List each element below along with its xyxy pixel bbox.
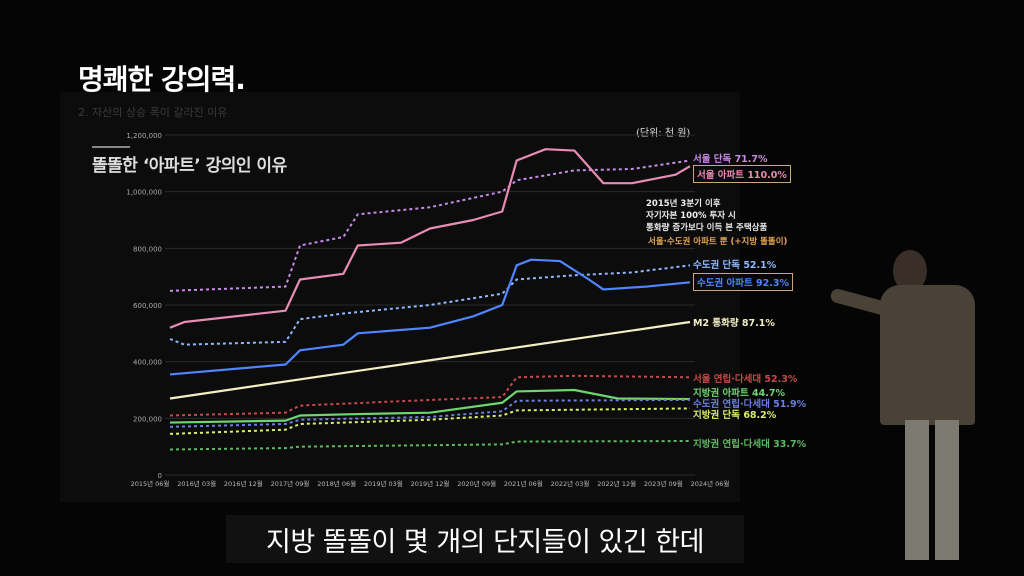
series-line — [169, 398, 691, 428]
x-tick-label: 2020년 09월 — [457, 479, 496, 488]
series-label: 지방권 아파트 44.7% — [693, 388, 786, 399]
section-title: 2. 자산의 상승 폭이 갈라진 이유 — [78, 106, 228, 119]
annotation-note: 서울·수도권 아파트 뿐 (+지방 똘똘이) — [648, 237, 788, 247]
series-label: 지방권 단독 68.2% — [693, 410, 777, 421]
y-tick-label: 600,000 — [133, 302, 162, 310]
unit-label: (단위: 천 원) — [636, 128, 691, 139]
x-tick-label: 2017년 09월 — [271, 479, 310, 488]
chart-title: 똘똘한 ‘아파트’ 강의인 이유 — [92, 156, 287, 176]
series-label: 서울 연립·다세대 52.3% — [693, 374, 798, 385]
series-label: 서울 단독 71.7% — [693, 154, 768, 165]
presentation-slide — [60, 92, 740, 502]
annotation-line: 자기자본 100% 투자 시 — [646, 211, 736, 221]
x-tick-label: 2022년 03월 — [551, 479, 590, 488]
y-tick-label: 0 — [158, 472, 162, 480]
series-label: 수도권 단독 52.1% — [693, 260, 777, 271]
y-tick-label: 400,000 — [133, 359, 162, 367]
x-tick-label: 2021년 06월 — [504, 479, 543, 488]
annotation-line: 2015년 3분기 이후 — [646, 199, 721, 209]
annotation-line: 통화량 증가보다 이득 본 주택상품 — [646, 223, 768, 233]
x-tick-label: 2024년 06월 — [691, 479, 730, 488]
annotation: 2015년 3분기 이후 자기자본 100% 투자 시 통화량 증가보다 이득 … — [646, 198, 767, 234]
series-line — [169, 258, 691, 376]
series-label: 서울 아파트 110.0% — [693, 165, 791, 183]
x-tick-label: 2016년 03월 — [177, 479, 216, 488]
y-tick-label: 200,000 — [133, 415, 162, 423]
series-label: 수도권 연립·다세대 51.9% — [693, 399, 807, 410]
x-tick-label: 2023년 09월 — [644, 479, 683, 488]
x-tick-label: 2018년 06월 — [317, 479, 356, 488]
video-caption: 지방 똘똘이 몇 개의 단지들이 있긴 한데 — [226, 515, 744, 563]
series-label: 지방권 연립·다세대 33.7% — [693, 439, 807, 450]
series-line — [169, 388, 691, 424]
series-label: M2 통화량 87.1% — [693, 318, 775, 329]
x-tick-label: 2019년 03월 — [364, 479, 403, 488]
series-label: 수도권 아파트 92.3% — [693, 273, 794, 291]
y-tick-label: 1,200,000 — [126, 132, 162, 140]
y-tick-label: 800,000 — [133, 245, 162, 253]
series-line — [169, 148, 691, 329]
series-line — [169, 320, 691, 400]
title-underline — [92, 146, 130, 148]
x-tick-label: 2016년 12월 — [224, 479, 263, 488]
x-tick-label: 2015년 06월 — [131, 479, 170, 488]
y-tick-label: 1,000,000 — [126, 189, 162, 197]
x-tick-label: 2019년 12월 — [411, 479, 450, 488]
headline: 명쾌한 강의력. — [78, 63, 246, 96]
series-line — [169, 159, 691, 292]
series-line — [169, 440, 691, 451]
series-line — [169, 264, 691, 346]
x-tick-label: 2022년 12월 — [597, 479, 636, 488]
series-line — [169, 407, 691, 435]
